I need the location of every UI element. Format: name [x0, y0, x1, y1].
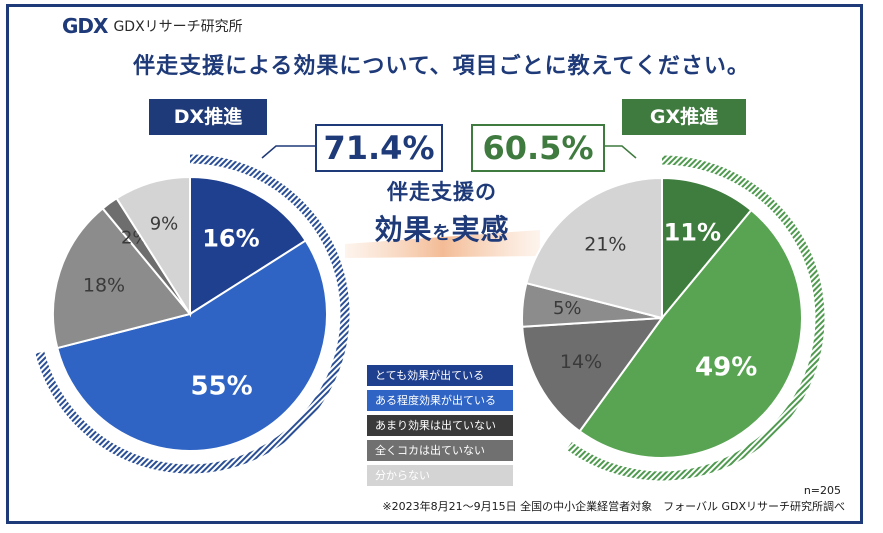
gx-tag: GX推進	[622, 99, 746, 135]
legend-item-not-at-all: 全くコカは出ていない	[367, 440, 513, 461]
dx-slice-not-very-effective	[52, 207, 192, 350]
dx-label-unknown: 9%	[150, 214, 179, 235]
gx-label-very-effective: 11%	[664, 219, 721, 247]
dx-slice-unknown	[115, 175, 191, 318]
dx-label-very-effective: 16%	[202, 225, 259, 253]
gx-label-unknown: 21%	[584, 233, 626, 255]
center-message: 伴走支援の 効果を実感	[372, 176, 512, 248]
gx-slice-somewhat-effective	[578, 208, 803, 459]
gx-slice-unknown	[525, 176, 663, 320]
dx-label-somewhat-effective: 55%	[190, 371, 252, 401]
center-word-particle: を	[432, 223, 452, 244]
legend: とても効果が出ている ある程度効果が出ている あまり効果は出ていない 全くコカは…	[367, 365, 513, 490]
dx-tag: DX推進	[149, 99, 267, 135]
legend-item-very-effective: とても効果が出ている	[367, 365, 513, 386]
center-message-line2: 効果を実感	[372, 208, 512, 248]
gx-callout-line	[603, 145, 637, 159]
gx-label-not-very-effective: 14%	[560, 351, 602, 373]
gx-total-box: 60.5%	[471, 124, 605, 172]
gx-slice-very-effective	[661, 176, 753, 321]
logo-mark: GDX	[62, 14, 108, 38]
source-note: ※2023年8月21～9月15日 全国の中小企業経営者対象 フォーバル GDXリ…	[382, 500, 845, 513]
sample-size-note: n=205	[803, 484, 841, 497]
dx-total-box: 71.4%	[315, 124, 443, 172]
center-message-line1: 伴走支援の	[387, 180, 497, 204]
logo-text: GDXリサーチ研究所	[113, 19, 243, 35]
gx-label-not-at-all: 5%	[553, 298, 582, 319]
center-word-effect: 効果	[374, 213, 433, 246]
logo: GDX GDXリサーチ研究所	[62, 14, 243, 38]
dx-callout-line	[261, 145, 315, 159]
gx-slice-not-very-effective	[521, 316, 665, 433]
dx-slice-very-effective	[189, 175, 308, 316]
highlight-band	[345, 230, 540, 258]
gx-label-somewhat-effective: 49%	[695, 352, 757, 382]
legend-item-unknown: 分からない	[367, 465, 513, 486]
legend-item-somewhat-effective: ある程度効果が出ている	[367, 390, 513, 411]
page-title: 伴走支援による効果について、項目ごとに教えてください。	[133, 54, 750, 79]
legend-item-not-very-effective: あまり効果は出ていない	[367, 415, 513, 436]
center-word-feel: 実感	[451, 213, 510, 246]
dx-slice-somewhat-effective	[56, 239, 328, 452]
dx-label-not-very-effective: 18%	[83, 275, 125, 297]
